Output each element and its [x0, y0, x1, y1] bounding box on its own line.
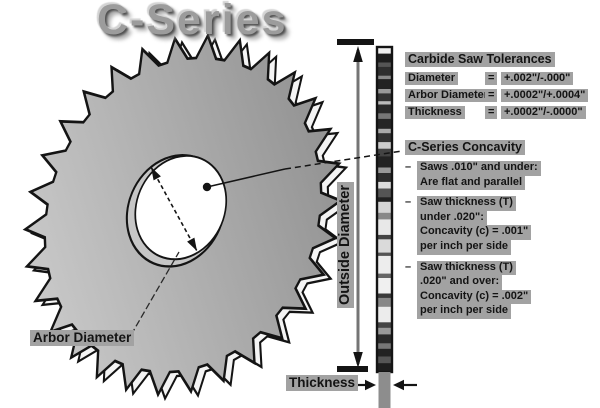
- bullet-line: Saws .010" and under:: [417, 161, 541, 176]
- bullet-line: Saw thickness (T): [417, 260, 516, 276]
- tolerance-label: Thickness: [405, 106, 465, 119]
- arbor-dimension-arrow: [150, 166, 198, 252]
- tolerance-value: +.0002"/-.0000": [501, 106, 586, 119]
- outside-diameter-dimension: [337, 39, 374, 372]
- bullet-line: Concavity (c) = .001": [417, 225, 532, 240]
- bullet-line: Saw thickness (T): [417, 196, 516, 211]
- page-title: C-Series: [97, 0, 288, 44]
- tolerance-row: Diameter = +.002"/-.000": [405, 72, 600, 85]
- bullet-line: Concavity (c) = .002": [417, 289, 532, 305]
- arbor-hole: [134, 154, 228, 261]
- tolerance-label: Arbor Diameter: [405, 89, 492, 102]
- bullet-line: per inch per side: [417, 239, 512, 255]
- concavity-leader: [202, 150, 403, 192]
- bullet-dash: –: [405, 260, 412, 273]
- side-view-bar-extension: [378, 372, 391, 408]
- concavity-bullet: – Saws .010" and under: Are flat and par…: [405, 161, 583, 191]
- tolerance-row: Arbor Diameter = +.0002"/+.0004": [405, 89, 600, 102]
- tolerance-value: +.002"/-.000": [501, 72, 574, 85]
- concavity-heading: C-Series Concavity: [405, 140, 583, 155]
- bullet-dash: –: [405, 161, 412, 173]
- tolerances-heading: Carbide Saw Tolerances: [405, 52, 600, 67]
- tolerance-row: Thickness = +.0002"/-.0000": [405, 106, 600, 119]
- tolerance-label: Diameter: [405, 72, 459, 85]
- thickness-label: Thickness: [286, 375, 359, 391]
- tolerance-value: +.0002"/+.0004": [501, 89, 589, 102]
- side-view-bar: [375, 45, 394, 408]
- arbor-diameter-label: Arbor Diameter: [30, 330, 135, 346]
- bullet-dash: –: [405, 196, 412, 209]
- equals-sign: =: [485, 72, 498, 85]
- equals-sign: =: [485, 89, 498, 102]
- bullet-line: Are flat and parallel: [417, 175, 526, 191]
- thickness-label-text: Thickness: [286, 375, 359, 391]
- outside-diameter-label: Outside Diameter: [337, 157, 355, 333]
- bullet-line: per inch per side: [417, 304, 512, 319]
- concavity-bullet: – Saw thickness (T) .020" and over: Conc…: [405, 260, 583, 319]
- bullet-line: under .020":: [417, 210, 487, 226]
- equals-sign: =: [485, 106, 498, 119]
- concavity-bullet: – Saw thickness (T) under .020": Concavi…: [405, 196, 583, 255]
- outside-diameter-label-text: Outside Diameter: [337, 181, 354, 309]
- bullet-line: .020" and over:: [417, 275, 503, 290]
- arbor-diameter-label-text: Arbor Diameter: [30, 330, 135, 346]
- concavity-block: C-Series Concavity – Saws .010" and unde…: [405, 140, 583, 319]
- tolerances-block: Carbide Saw Tolerances Diameter = +.002"…: [405, 52, 600, 123]
- arbor-label-leader: [130, 251, 180, 336]
- saw-blade: [22, 32, 350, 402]
